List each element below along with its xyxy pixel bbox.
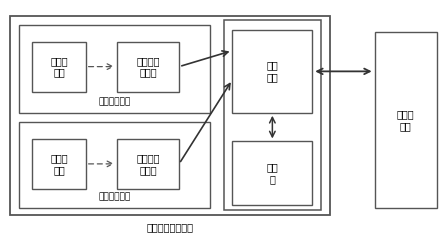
Bar <box>117 139 179 189</box>
Bar <box>232 141 312 205</box>
Bar <box>33 42 86 91</box>
Text: 第一检测组件: 第一检测组件 <box>98 98 131 107</box>
Text: 第二磁
铁块: 第二磁 铁块 <box>51 153 68 175</box>
Text: 第一霍尔
传感器: 第一霍尔 传感器 <box>136 56 160 78</box>
Text: 第二霍尔
传感器: 第二霍尔 传感器 <box>136 153 160 175</box>
Bar <box>33 139 86 189</box>
Bar <box>19 122 210 208</box>
Bar <box>117 42 179 91</box>
Bar <box>224 20 321 210</box>
Bar <box>10 16 330 215</box>
Bar <box>232 30 312 113</box>
Bar <box>375 32 437 208</box>
Text: 第一磁
铁块: 第一磁 铁块 <box>51 56 68 78</box>
Text: 扑翼换向检测模块: 扑翼换向检测模块 <box>147 222 194 232</box>
Text: 微处
理器: 微处 理器 <box>266 60 278 82</box>
Text: 中央处
理器: 中央处 理器 <box>397 109 414 131</box>
Text: 存储
器: 存储 器 <box>266 162 278 184</box>
Bar <box>19 25 210 113</box>
Text: 第二检测组件: 第二检测组件 <box>98 192 131 202</box>
